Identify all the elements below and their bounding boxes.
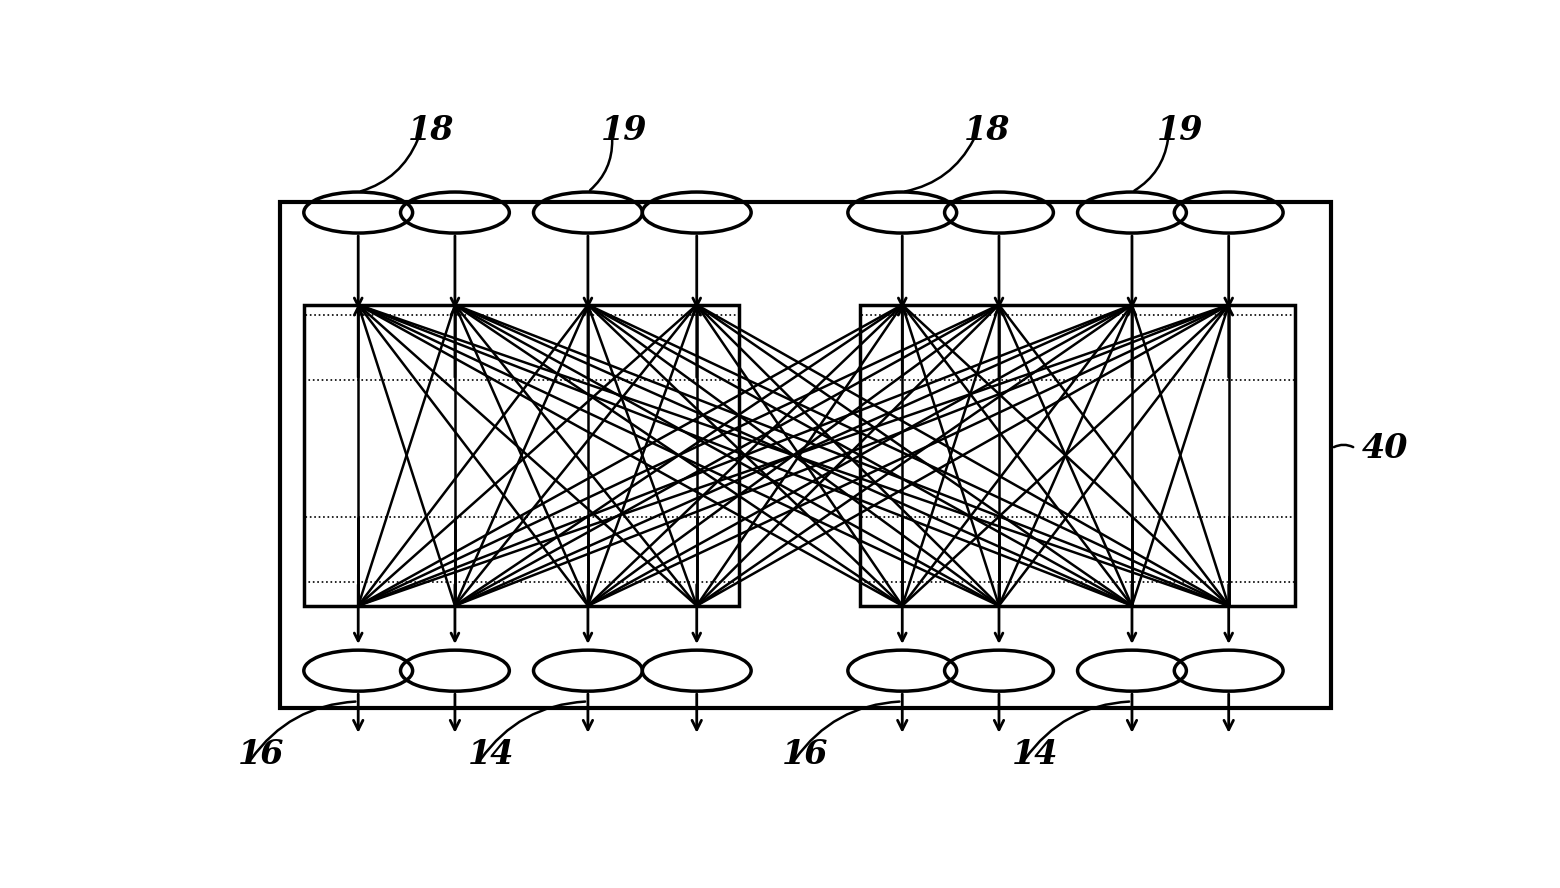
Text: 18: 18 — [407, 114, 454, 147]
Text: 16: 16 — [782, 738, 828, 772]
Text: 14: 14 — [1012, 738, 1059, 772]
Text: 40: 40 — [1362, 432, 1409, 465]
Text: 19: 19 — [1158, 114, 1204, 147]
Text: 18: 18 — [964, 114, 1011, 147]
Text: 16: 16 — [239, 738, 285, 772]
Text: 14: 14 — [468, 738, 515, 772]
Text: 19: 19 — [601, 114, 647, 147]
